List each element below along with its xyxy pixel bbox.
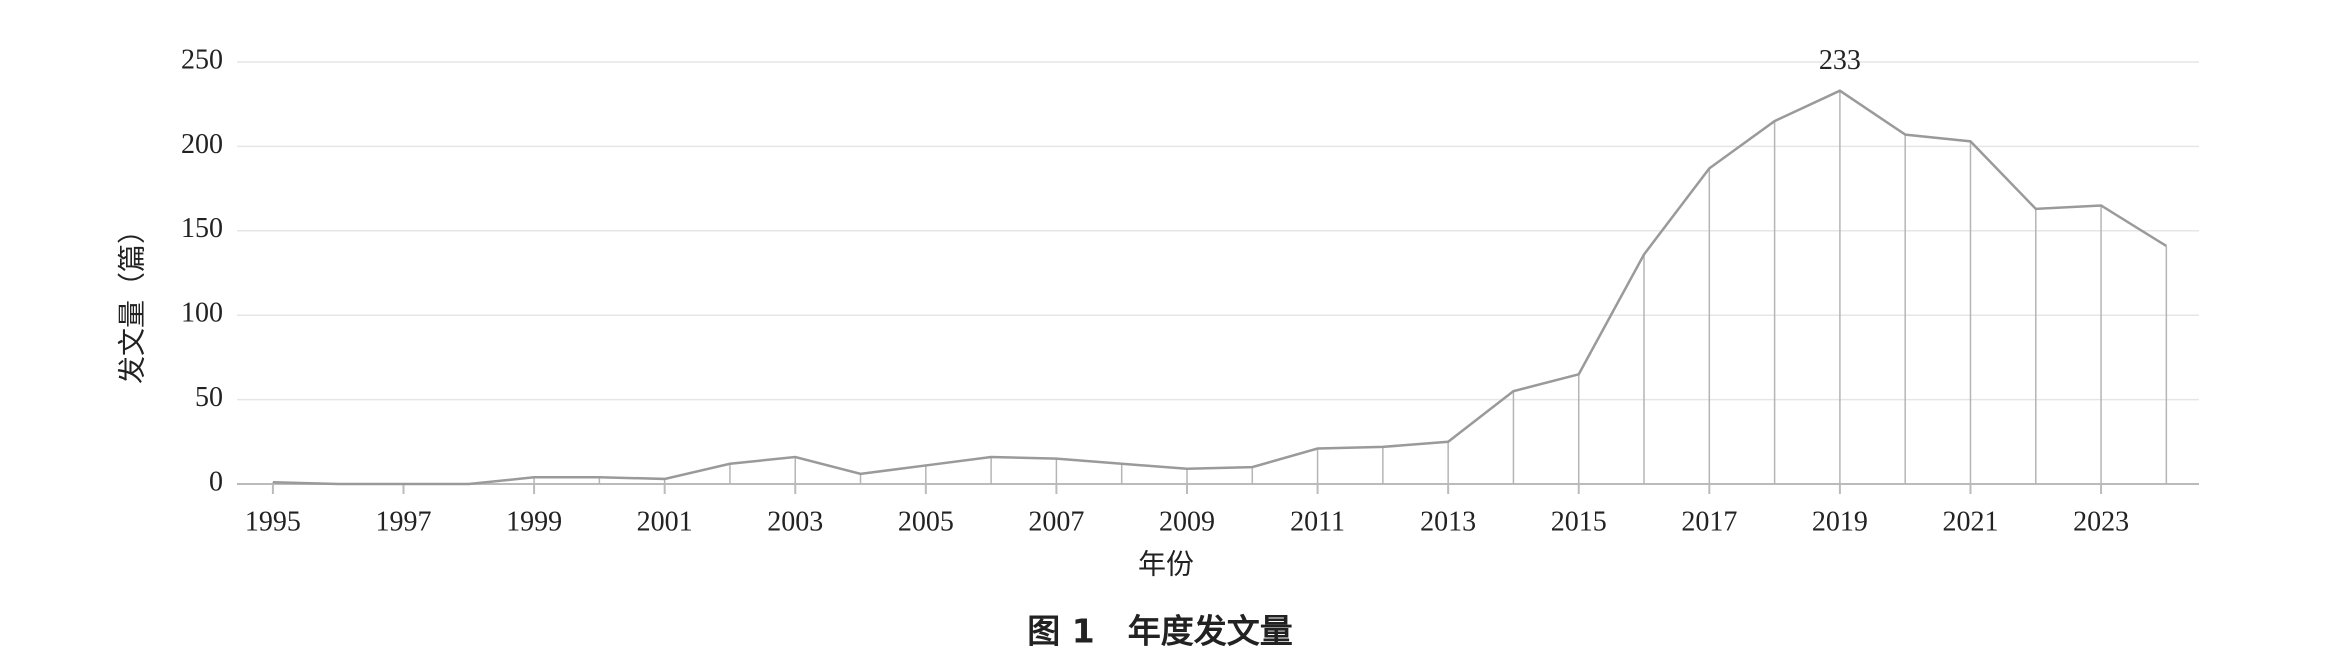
x-tick-label: 2005: [898, 506, 954, 537]
x-tick-label: 2017: [1681, 506, 1737, 537]
x-tick-label: 2015: [1551, 506, 1607, 537]
data-label: 233: [1819, 45, 1861, 76]
caption: 图 1 年度发文量: [1027, 612, 1292, 651]
y-tick-label: 0: [209, 466, 223, 497]
y-tick-label: 150: [181, 213, 223, 244]
line: [272, 89, 2168, 486]
x-tick-label: 2003: [767, 506, 823, 537]
x-tick-label: 2021: [1942, 506, 1998, 537]
x-tick-label: 1997: [375, 506, 431, 537]
x-tick-label: 2001: [637, 506, 693, 537]
x-tick-label: 2007: [1028, 506, 1084, 537]
y-tick-label: 250: [181, 44, 223, 75]
y-tick-label: 200: [181, 129, 223, 160]
x-tick-label: 2011: [1290, 506, 1345, 537]
y-axis-label: 发文量（篇）: [116, 216, 148, 384]
y-tick-label: 50: [195, 382, 223, 413]
x-tick-label: 2019: [1812, 506, 1868, 537]
x-tick-label: 1995: [245, 506, 301, 537]
y-tick-label: 100: [181, 298, 223, 329]
x-axis-label: 年份: [1138, 548, 1194, 580]
x-tick-label: 2023: [2073, 506, 2129, 537]
x-tick-label: 2009: [1159, 506, 1215, 537]
x-tick-label: 2013: [1420, 506, 1476, 537]
x-tick-label: 1999: [506, 506, 562, 537]
